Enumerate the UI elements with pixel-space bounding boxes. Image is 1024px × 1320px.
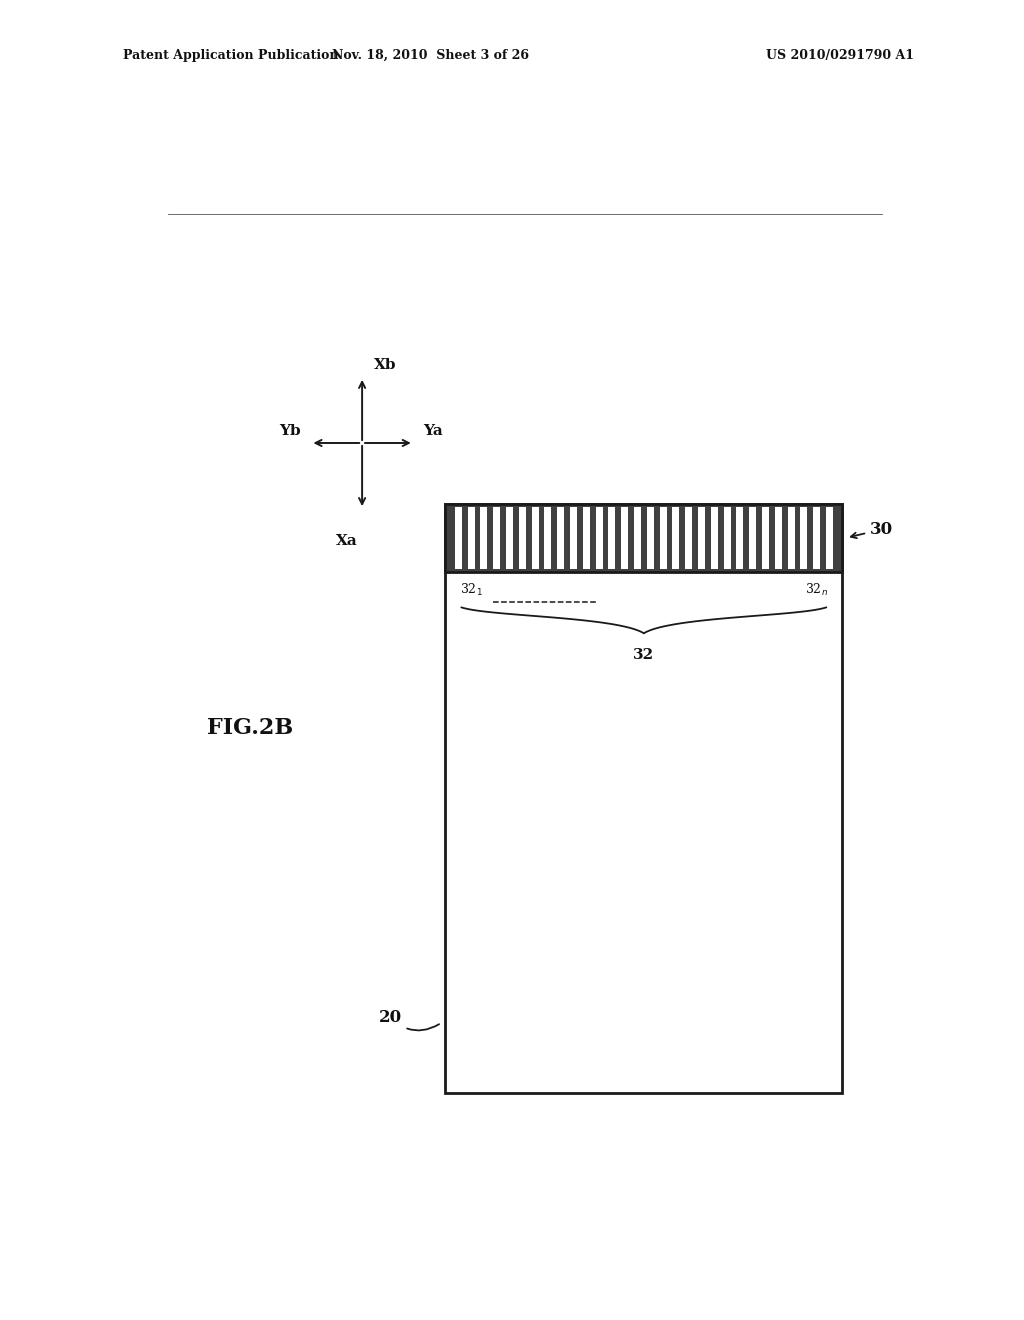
Bar <box>634 507 641 569</box>
Bar <box>685 507 692 569</box>
Bar <box>455 507 462 569</box>
Text: Xa: Xa <box>337 535 358 549</box>
Text: Yb: Yb <box>280 424 301 438</box>
Bar <box>775 507 781 569</box>
Bar <box>494 507 500 569</box>
Bar <box>736 507 743 569</box>
Bar <box>583 507 590 569</box>
Bar <box>813 507 820 569</box>
Text: Nov. 18, 2010  Sheet 3 of 26: Nov. 18, 2010 Sheet 3 of 26 <box>332 49 528 62</box>
Bar <box>531 507 539 569</box>
Bar <box>545 507 551 569</box>
Bar <box>711 507 718 569</box>
Bar <box>826 507 833 569</box>
Text: 30: 30 <box>851 521 893 539</box>
Bar <box>519 507 525 569</box>
Bar <box>557 507 564 569</box>
Text: Xb: Xb <box>374 358 396 372</box>
Bar <box>570 507 577 569</box>
Bar <box>787 507 795 569</box>
Bar <box>445 504 842 1093</box>
Bar <box>480 507 487 569</box>
Text: Ya: Ya <box>423 424 443 438</box>
Text: 32$_n$: 32$_n$ <box>805 582 828 598</box>
Bar <box>506 507 513 569</box>
Text: US 2010/0291790 A1: US 2010/0291790 A1 <box>766 49 913 62</box>
Bar <box>468 507 474 569</box>
Bar <box>445 504 842 572</box>
Text: 32$_1$: 32$_1$ <box>460 582 482 598</box>
Bar <box>750 507 756 569</box>
Text: 32: 32 <box>633 648 654 663</box>
Bar <box>673 507 679 569</box>
Bar <box>724 507 730 569</box>
Bar <box>762 507 769 569</box>
Bar <box>622 507 628 569</box>
Bar <box>608 507 615 569</box>
Bar <box>659 507 667 569</box>
Bar <box>801 507 807 569</box>
Text: 20: 20 <box>379 1008 439 1031</box>
Bar <box>698 507 705 569</box>
Text: Patent Application Publication: Patent Application Publication <box>123 49 338 62</box>
Bar <box>596 507 602 569</box>
Bar <box>647 507 653 569</box>
Text: FIG.2B: FIG.2B <box>207 717 294 739</box>
